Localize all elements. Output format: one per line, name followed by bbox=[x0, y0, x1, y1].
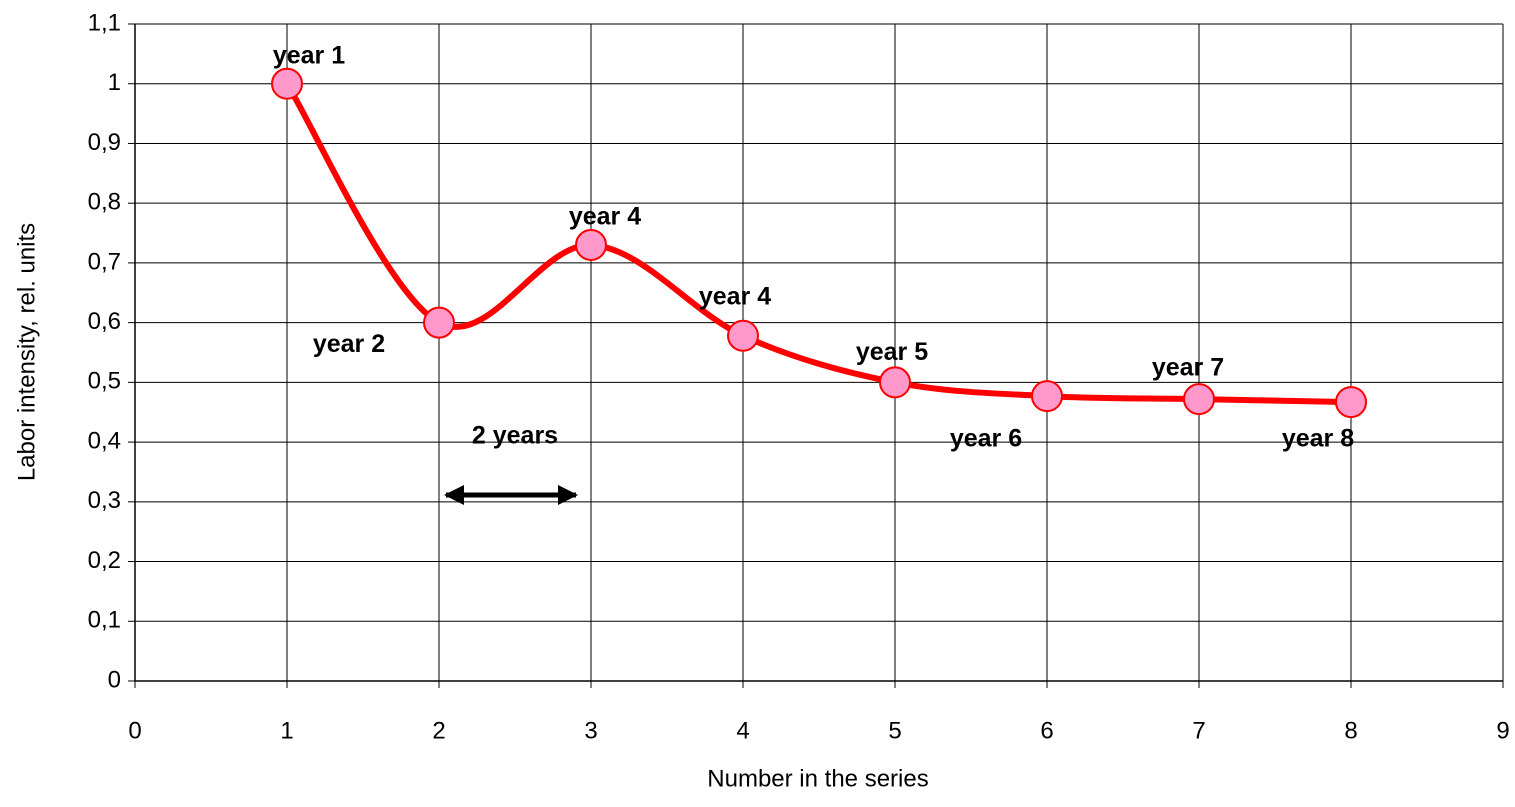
data-point bbox=[423, 306, 455, 339]
point-label: year 4 bbox=[699, 282, 771, 310]
x-tick-label: 6 bbox=[1040, 717, 1053, 744]
point-label: year 4 bbox=[569, 203, 641, 231]
y-tick-label: 0,6 bbox=[88, 308, 121, 335]
y-tick-label: 0,4 bbox=[88, 427, 121, 454]
x-tick-label: 1 bbox=[280, 717, 293, 744]
point-label: year 5 bbox=[856, 338, 928, 366]
y-tick-label: 0,5 bbox=[88, 368, 121, 395]
x-tick-label: 8 bbox=[1344, 717, 1357, 744]
point-label: year 8 bbox=[1282, 425, 1354, 453]
x-tick-label: 2 bbox=[432, 717, 445, 744]
y-tick-label: 1 bbox=[108, 69, 121, 96]
annotation: 2 years bbox=[472, 422, 558, 450]
y-tick-label: 0,1 bbox=[88, 607, 121, 634]
x-axis-title: Number in the series bbox=[707, 765, 928, 792]
x-tick-label: 3 bbox=[584, 717, 597, 744]
x-tick-label: 9 bbox=[1496, 717, 1509, 744]
y-tick-label: 0,3 bbox=[88, 487, 121, 514]
y-tick-label: 0,9 bbox=[88, 129, 121, 156]
data-point bbox=[727, 319, 759, 352]
data-point bbox=[879, 366, 911, 399]
data-point bbox=[1335, 386, 1367, 419]
data-point bbox=[1183, 383, 1215, 416]
y-tick-label: 0,2 bbox=[88, 547, 121, 574]
y-tick-label: 0,8 bbox=[88, 189, 121, 216]
y-tick-label: 1,1 bbox=[88, 9, 121, 36]
x-tick-label: 5 bbox=[888, 717, 901, 744]
y-tick-label: 0,7 bbox=[88, 248, 121, 275]
point-label: year 7 bbox=[1152, 354, 1224, 382]
y-axis-title: Labor intensity, rel. units bbox=[13, 223, 40, 481]
x-tick-label: 0 bbox=[128, 717, 141, 744]
x-tick-label: 7 bbox=[1192, 717, 1205, 744]
x-tick-label: 4 bbox=[736, 717, 749, 744]
y-tick-label: 0 bbox=[108, 666, 121, 693]
data-point bbox=[575, 228, 607, 261]
point-label: year 1 bbox=[273, 41, 345, 69]
point-label: year 2 bbox=[313, 330, 385, 358]
data-point bbox=[1031, 380, 1063, 413]
point-label: year 6 bbox=[950, 425, 1022, 453]
data-point bbox=[271, 67, 303, 100]
